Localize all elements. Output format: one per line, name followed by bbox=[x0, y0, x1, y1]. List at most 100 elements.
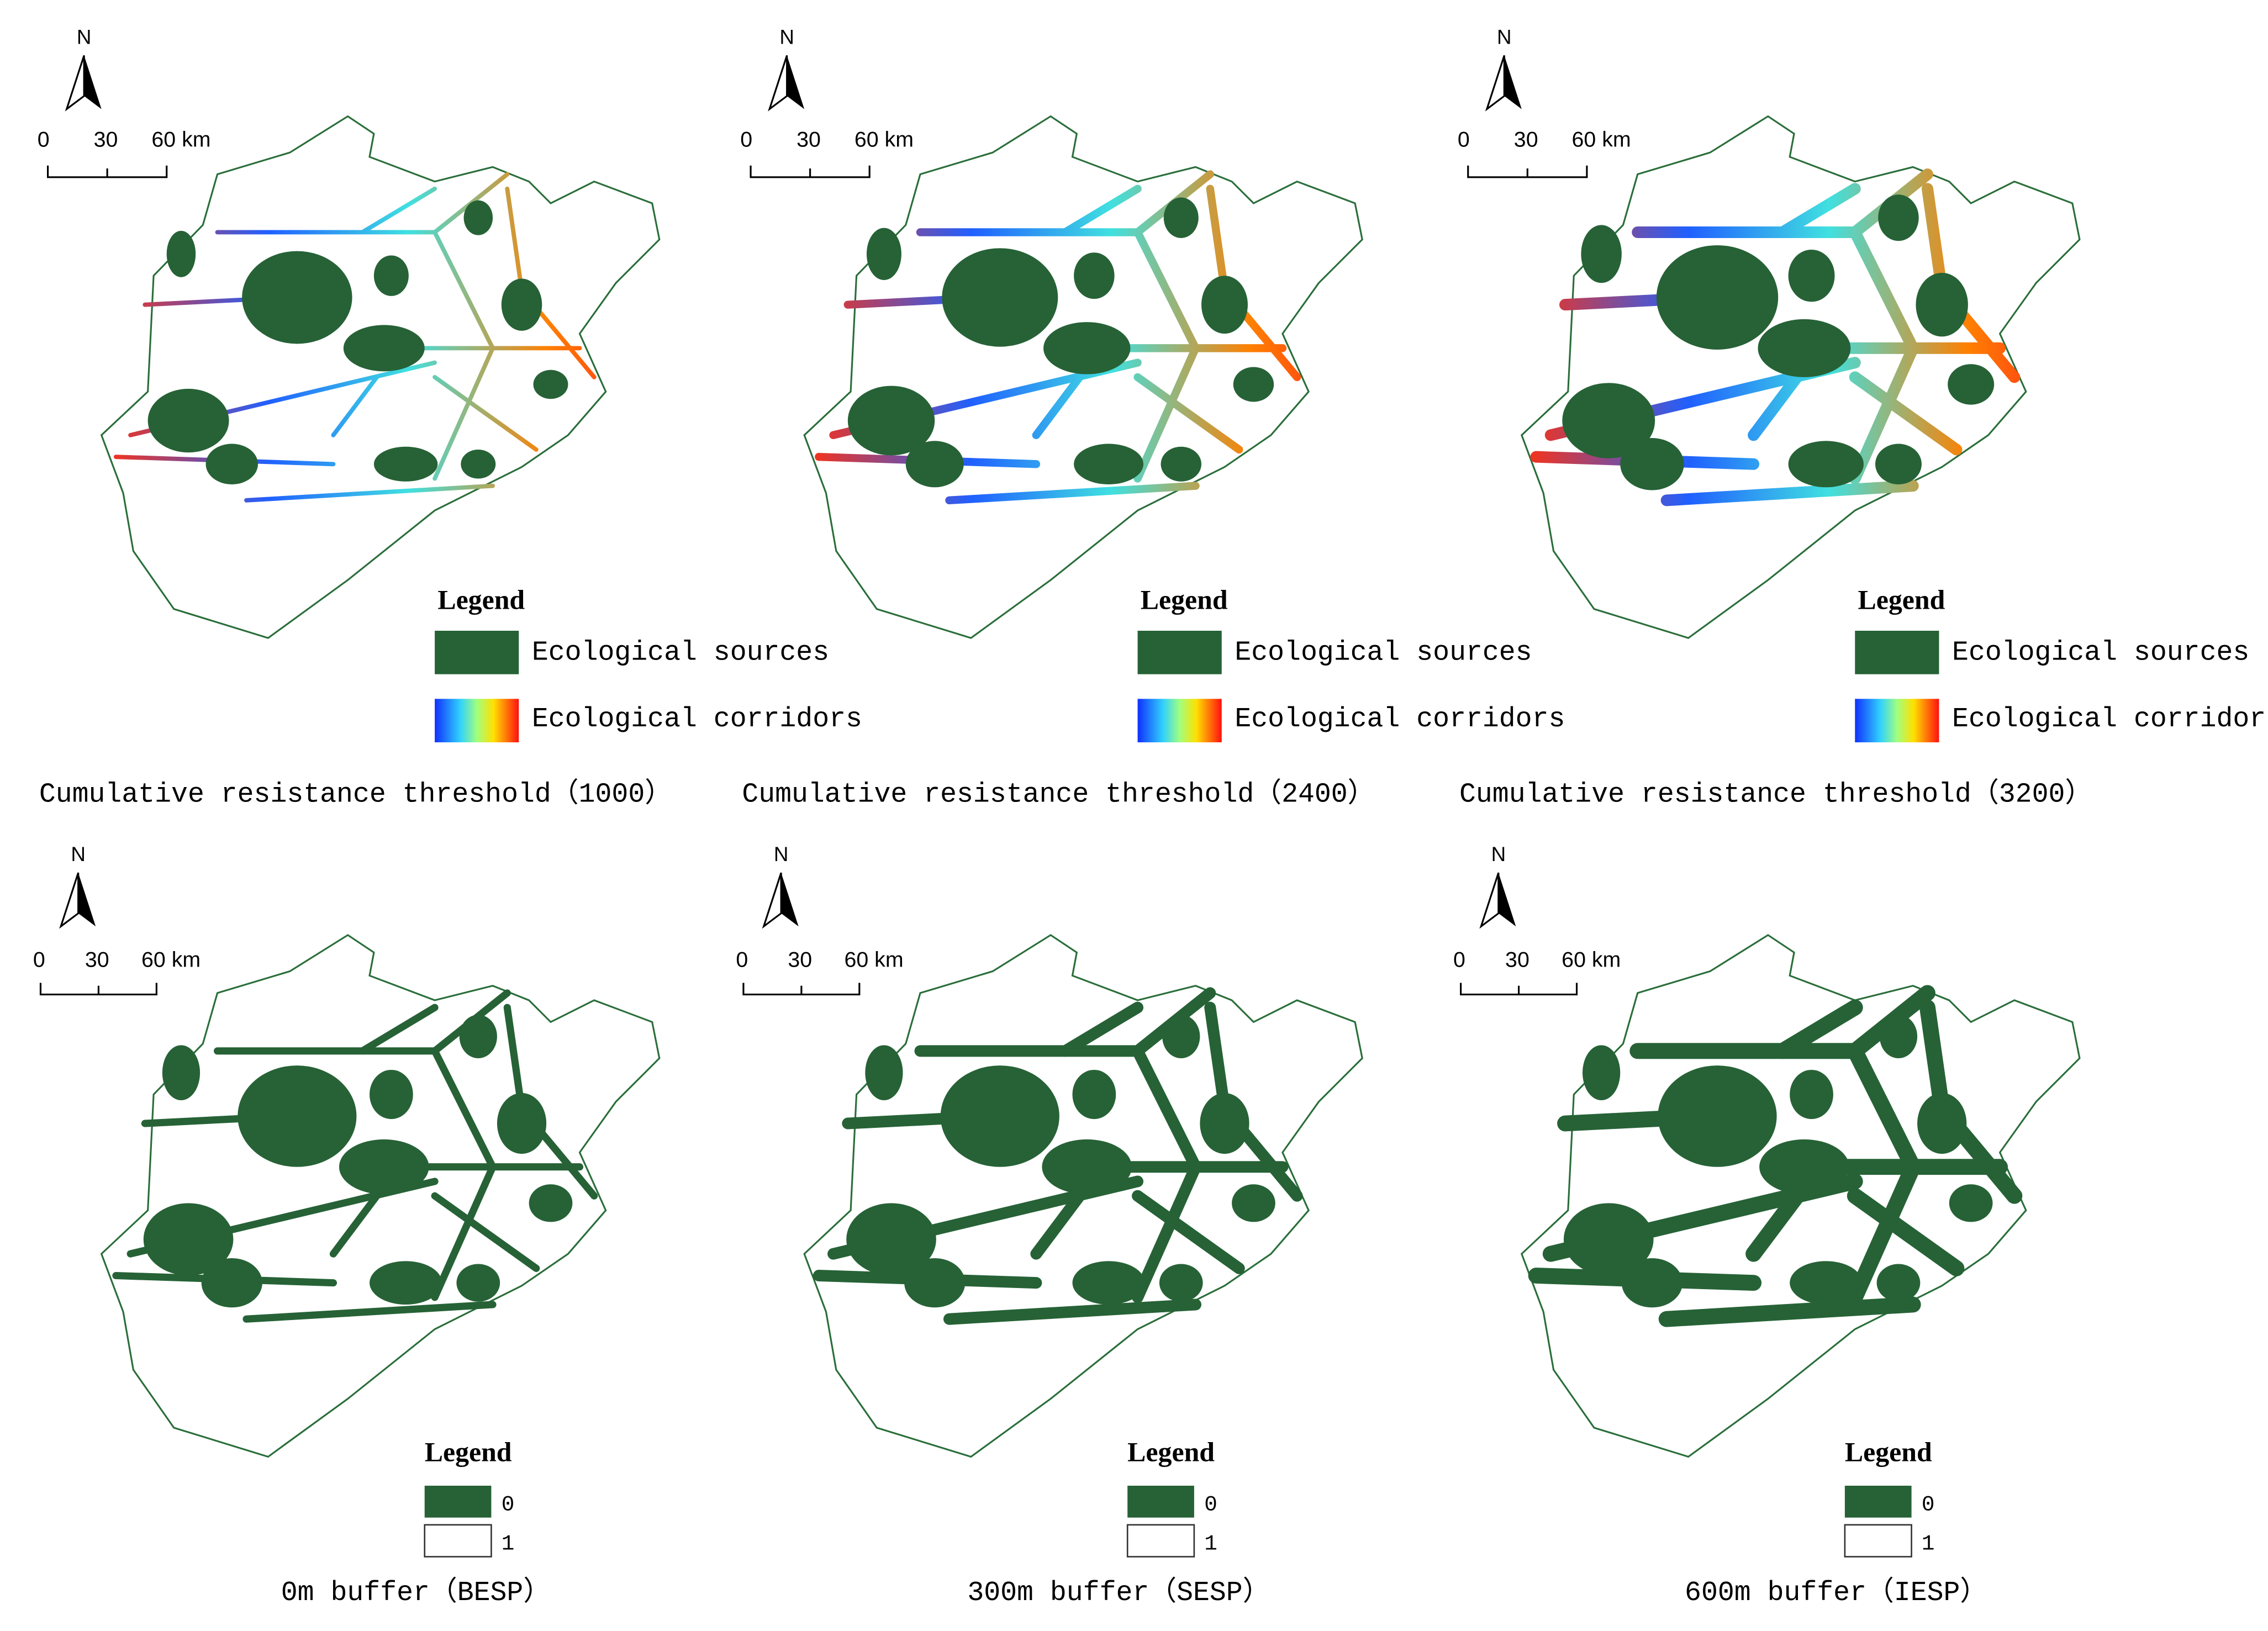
corridor bbox=[1132, 1045, 1201, 1173]
legend-swatch bbox=[435, 699, 519, 743]
corridor bbox=[432, 346, 495, 481]
corridor bbox=[1133, 344, 1200, 483]
ecological-source bbox=[1876, 1264, 1921, 1302]
corridor bbox=[244, 483, 495, 503]
corridor bbox=[431, 1047, 497, 1171]
scale-bar bbox=[39, 983, 157, 996]
scale-label: 0 bbox=[38, 128, 50, 152]
ecological-source bbox=[1072, 1069, 1116, 1120]
caption: 600m buffer（IESP） bbox=[1685, 1576, 1987, 1608]
ecological-source bbox=[1917, 1092, 1967, 1154]
corridor bbox=[1919, 999, 1950, 1117]
scale-label: 30 bbox=[1514, 128, 1538, 152]
north-arrow bbox=[781, 873, 799, 927]
ecological-source bbox=[905, 441, 964, 488]
legend-label: 0 bbox=[1204, 1492, 1217, 1517]
ecological-source bbox=[1072, 1261, 1145, 1305]
ecological-source bbox=[166, 230, 196, 277]
ecological-source bbox=[370, 1069, 413, 1120]
ecological-source bbox=[1232, 1184, 1275, 1222]
north-arrow bbox=[1504, 55, 1522, 109]
scale-label: 60 km bbox=[141, 948, 201, 972]
corridor bbox=[358, 1004, 439, 1055]
legend-label: Ecological sources bbox=[1952, 637, 2249, 668]
legend-swatch bbox=[1137, 699, 1222, 743]
scale-label: 60 km bbox=[855, 128, 914, 152]
legend-label: 1 bbox=[1922, 1531, 1935, 1556]
ecological-source bbox=[459, 1015, 497, 1058]
north-label: N bbox=[77, 25, 92, 48]
corridor bbox=[1132, 1190, 1245, 1274]
caption: Cumulative resistance threshold（2400） bbox=[742, 778, 1375, 810]
scale-label: 0 bbox=[736, 948, 748, 972]
legend-title: Legend bbox=[1858, 585, 1945, 615]
map bbox=[803, 115, 1363, 639]
scale-label: 0 bbox=[1458, 128, 1470, 152]
legend-label: Ecological sources bbox=[1235, 637, 1532, 668]
map bbox=[1520, 115, 2081, 639]
scale-label: 60 km bbox=[1562, 948, 1621, 972]
caption: Cumulative resistance threshold（3200） bbox=[1459, 778, 2092, 810]
scale-bar bbox=[1460, 983, 1578, 996]
corridor bbox=[1032, 373, 1084, 440]
ecological-source bbox=[1074, 252, 1115, 299]
ecological-source bbox=[238, 1065, 357, 1167]
ecological-source bbox=[1916, 272, 1968, 337]
corridor bbox=[1061, 184, 1142, 236]
corridor bbox=[1030, 1190, 1086, 1260]
legend-swatch bbox=[1844, 1524, 1912, 1558]
map bbox=[1520, 934, 2081, 1458]
ecological-source bbox=[904, 1258, 966, 1308]
ecological-source bbox=[1878, 194, 1919, 241]
corridor bbox=[1776, 183, 1861, 238]
ecological-source bbox=[201, 1258, 262, 1308]
corridor bbox=[1748, 371, 1803, 441]
corridor bbox=[1849, 342, 1919, 484]
ecological-source bbox=[456, 1264, 500, 1302]
legend-label: Ecological corridors bbox=[532, 704, 862, 735]
scale-label: 30 bbox=[85, 948, 109, 972]
ecological-source bbox=[865, 1045, 903, 1101]
corridor bbox=[1059, 1001, 1144, 1057]
corridor bbox=[329, 1192, 381, 1258]
legend-label: Ecological corridors bbox=[1952, 704, 2268, 735]
ecological-source bbox=[1581, 225, 1622, 283]
legend-swatch bbox=[424, 1524, 492, 1558]
ecological-source bbox=[1790, 1069, 1833, 1120]
map-panel: N 0 30 60 km Legend 0 1 600m buffer（IESP） bbox=[1453, 843, 2081, 1608]
legend-label: Ecological corridors bbox=[1235, 704, 1565, 735]
corridor bbox=[1658, 1296, 1921, 1327]
corridor bbox=[1774, 999, 1863, 1059]
corridor bbox=[1847, 1043, 1921, 1175]
legend-label: 1 bbox=[1204, 1531, 1217, 1556]
legend-swatch bbox=[1137, 630, 1222, 674]
corridor bbox=[1204, 1001, 1231, 1115]
ecological-source bbox=[1233, 367, 1274, 402]
north-arrow bbox=[1498, 873, 1516, 927]
north-label: N bbox=[779, 25, 794, 48]
scale-label: 60 km bbox=[151, 128, 210, 152]
ecological-source bbox=[529, 1184, 573, 1222]
ecological-source bbox=[1949, 1184, 1993, 1222]
scale-label: 30 bbox=[797, 128, 821, 152]
corridor bbox=[1847, 1187, 1965, 1276]
corridor bbox=[242, 1301, 497, 1323]
legend-title: Legend bbox=[425, 1437, 512, 1467]
ecological-source bbox=[942, 248, 1058, 347]
north-arrow bbox=[78, 873, 96, 927]
legend-swatch bbox=[1855, 630, 1939, 674]
scale-label: 30 bbox=[788, 948, 812, 972]
ecological-source bbox=[147, 388, 229, 453]
map bbox=[100, 934, 661, 1458]
legend-swatch bbox=[1855, 699, 1939, 743]
caption: 0m buffer（BESP） bbox=[281, 1576, 551, 1608]
ecological-source bbox=[1563, 1203, 1654, 1276]
ecological-source bbox=[1875, 444, 1922, 484]
north-arrow bbox=[59, 872, 80, 929]
corridor bbox=[1847, 1159, 1921, 1306]
ecological-source bbox=[1790, 1261, 1863, 1305]
ecological-source bbox=[343, 325, 425, 372]
